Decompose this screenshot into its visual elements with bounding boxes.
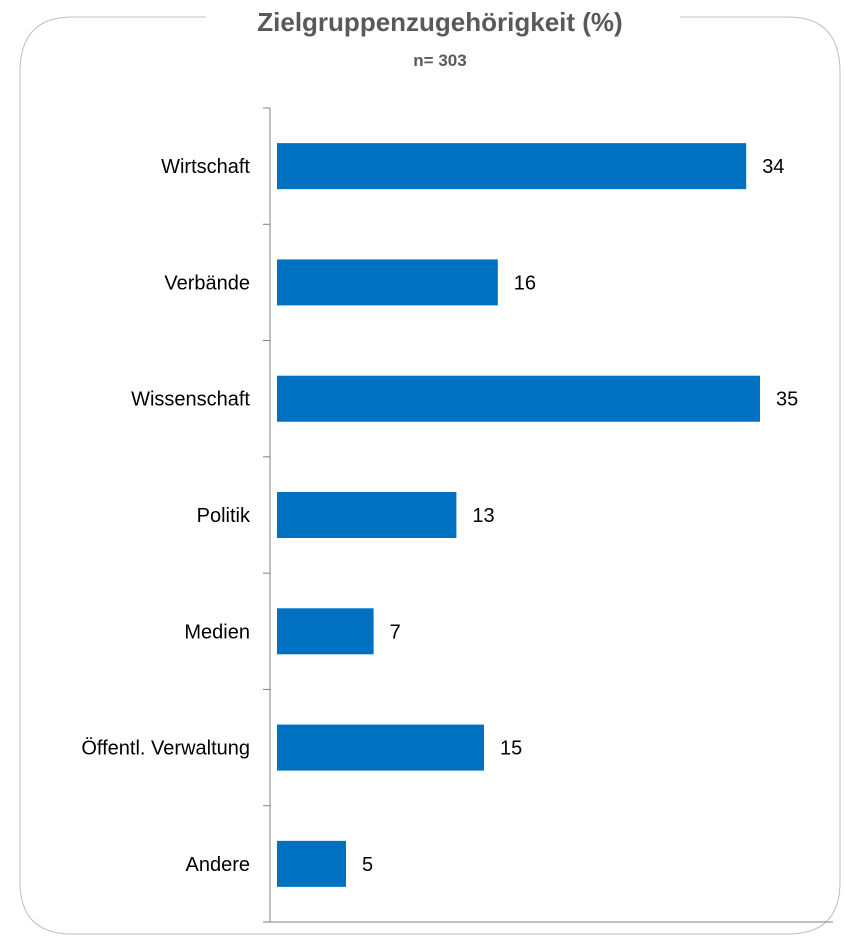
value-label: 16 <box>514 272 536 294</box>
chart-subtitle: n= 303 <box>413 51 466 70</box>
bars-group <box>277 143 760 887</box>
value-label: 34 <box>762 156 784 178</box>
bar <box>277 608 374 655</box>
value-label: 35 <box>776 389 798 411</box>
chart-frame <box>19 16 841 935</box>
value-labels: 34 16 35 13 7 15 5 <box>362 156 798 876</box>
bar <box>277 143 747 190</box>
category-labels: Wirtschaft Verbände Wissenschaft Politik Med… <box>81 156 251 876</box>
category-label: Verbände <box>164 272 250 294</box>
category-label: Öffentl. Verwaltung <box>81 738 250 760</box>
category-label: Wissenschaft <box>131 389 250 411</box>
category-label: Andere <box>186 854 251 876</box>
bar <box>277 375 760 422</box>
bar <box>277 492 457 538</box>
value-label: 13 <box>472 505 494 527</box>
axis-group <box>263 107 833 923</box>
value-label: 15 <box>500 738 522 760</box>
bar <box>277 840 346 887</box>
value-label: 5 <box>362 854 373 876</box>
bar <box>277 724 484 771</box>
category-label: Wirtschaft <box>161 156 250 178</box>
category-label: Medien <box>184 621 250 643</box>
value-label: 7 <box>390 621 401 643</box>
bar <box>277 259 498 306</box>
chart-title: Zielgruppenzugehörigkeit (%) <box>257 7 622 37</box>
category-label: Politik <box>197 505 251 527</box>
